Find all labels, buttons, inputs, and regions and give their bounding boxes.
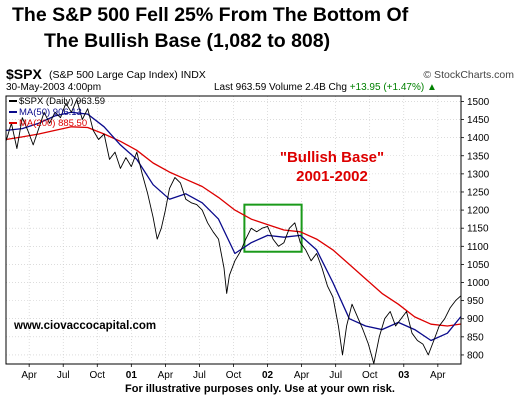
x-tick-label: 01 [126,370,138,381]
y-tick-label: 1400 [467,133,490,144]
x-tick-label: Apr [158,370,174,381]
y-tick-label: 850 [467,332,484,343]
x-tick-label: Apr [294,370,310,381]
x-tick-label: 02 [262,370,274,381]
legend-price-label: $SPX (Daily) 963.59 [19,96,105,107]
x-tick-label: Oct [362,370,378,381]
x-tick-label: Apr [21,370,37,381]
y-tick-label: 1450 [467,115,490,126]
disclaimer: For illustrative purposes only. Use at y… [0,383,520,395]
x-tick-label: Jul [193,370,206,381]
legend-ma50-label: MA(50) 906.13 [19,107,82,118]
y-tick-label: 950 [467,296,484,307]
annotation-years: 2001-2002 [296,168,368,185]
annotation-title: "Bullish Base" [280,149,384,166]
x-tick-label: Oct [89,370,105,381]
y-tick-label: 900 [467,314,484,325]
y-tick-label: 1500 [467,97,490,108]
y-tick-label: 800 [467,350,484,361]
x-tick-label: Apr [430,370,446,381]
x-tick-label: Oct [226,370,242,381]
x-tick-label: 03 [398,370,410,381]
y-tick-label: 1200 [467,206,490,217]
y-tick-label: 1000 [467,278,490,289]
watermark-url: www.ciovaccocapital.com [13,320,156,332]
axes: 800 850 900 950 1000 1050 1100 1150 1200 1250 1300… [21,97,489,381]
x-tick-label: Jul [57,370,70,381]
y-tick-label: 1250 [467,187,490,198]
y-tick-label: 1350 [467,151,490,162]
y-tick-label: 1300 [467,169,490,180]
y-tick-label: 1100 [467,242,489,253]
y-tick-label: 1150 [467,224,489,235]
x-tick-label: Jul [329,370,342,381]
legend-ma200-label: MA(200) 885.50 [19,118,87,129]
y-tick-label: 1050 [467,260,490,271]
